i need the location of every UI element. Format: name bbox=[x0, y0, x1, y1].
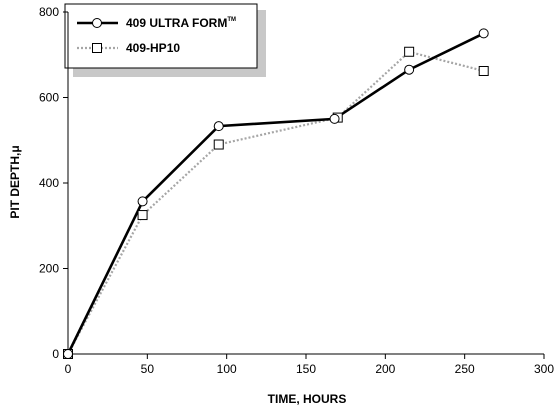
x-axis-label: TIME, HOURS bbox=[268, 392, 347, 406]
series-0-point-4 bbox=[404, 64, 415, 75]
y-axis-label-unit: μ bbox=[8, 145, 22, 152]
y-tick-label: 0 bbox=[52, 347, 59, 361]
legend-box bbox=[64, 3, 258, 69]
series-0-point-5 bbox=[478, 28, 489, 39]
series-0-point-3 bbox=[329, 113, 340, 124]
legend: 409 ULTRA FORMTM 409-HP10 bbox=[64, 3, 266, 77]
legend-item-1: 409-HP10 bbox=[77, 41, 180, 55]
x-tick-label: 200 bbox=[375, 362, 395, 376]
axes: 0 50 100 150 200 250 300 0 200 400 600 800 bbox=[39, 5, 554, 376]
series-legend-0-point-0 bbox=[92, 18, 102, 28]
x-tick-label: 0 bbox=[65, 362, 72, 376]
y-axis-label: PIT DEPTH,μ bbox=[8, 145, 22, 218]
legend-label-text: 409 ULTRA FORM bbox=[126, 16, 227, 30]
legend-label: 409 ULTRA FORMTM bbox=[126, 16, 236, 30]
series-1-point-1 bbox=[137, 210, 148, 221]
series-1-point-2 bbox=[213, 139, 224, 150]
legend-trademark: TM bbox=[227, 17, 236, 23]
y-axis-label-text: PIT DEPTH, bbox=[8, 153, 22, 219]
legend-item-0: 409 ULTRA FORMTM bbox=[77, 16, 236, 30]
series-layer bbox=[63, 28, 489, 359]
series-0-line bbox=[66, 32, 485, 355]
y-tick-label: 400 bbox=[39, 176, 59, 190]
y-tick-label: 600 bbox=[39, 91, 59, 105]
series-1-point-5 bbox=[478, 65, 489, 76]
x-tick-label: 50 bbox=[141, 362, 155, 376]
legend-label-text: 409-HP10 bbox=[126, 41, 180, 55]
x-tick-label: 150 bbox=[296, 362, 316, 376]
series-1-line bbox=[67, 50, 484, 355]
x-tick-label: 100 bbox=[217, 362, 237, 376]
y-tick-label: 800 bbox=[39, 5, 59, 19]
series-0-point-2 bbox=[213, 121, 224, 132]
y-tick-label: 200 bbox=[39, 262, 59, 276]
x-tick-label: 300 bbox=[534, 362, 554, 376]
legend-label: 409-HP10 bbox=[126, 41, 180, 55]
series-legend-1-point-0 bbox=[92, 43, 102, 53]
series-0-point-0 bbox=[63, 349, 73, 359]
x-tick-label: 250 bbox=[455, 362, 475, 376]
series-1-point-4 bbox=[404, 46, 415, 57]
series-0-point-1 bbox=[137, 196, 148, 207]
